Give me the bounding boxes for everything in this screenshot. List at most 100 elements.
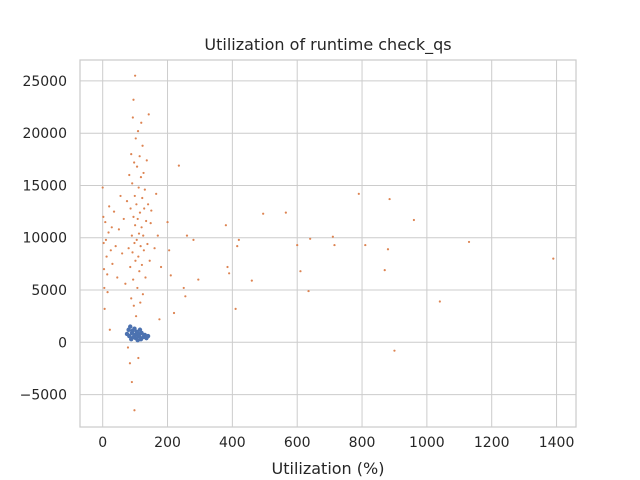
data-point <box>103 307 106 310</box>
data-point <box>116 276 119 279</box>
data-point <box>133 241 136 245</box>
data-point <box>357 192 360 195</box>
data-point <box>234 307 237 310</box>
x-axis-label: Utilization (%) <box>272 459 385 478</box>
data-point <box>139 176 143 179</box>
data-point <box>467 240 471 244</box>
data-point <box>114 245 117 248</box>
data-point <box>102 268 106 271</box>
data-point <box>383 269 386 272</box>
data-point <box>134 74 137 77</box>
data-point <box>130 153 133 156</box>
data-point <box>103 286 106 290</box>
grid <box>80 60 576 427</box>
data-point <box>136 286 139 290</box>
data-point <box>145 219 148 223</box>
data-point <box>117 228 121 231</box>
data-point <box>108 328 111 331</box>
data-point <box>299 270 302 273</box>
data-point <box>438 300 441 303</box>
data-point <box>141 144 144 147</box>
data-point <box>197 278 200 281</box>
data-point <box>128 173 131 177</box>
data-point <box>262 212 265 215</box>
data-point <box>125 200 129 203</box>
data-point <box>146 242 149 246</box>
data-point <box>182 286 185 290</box>
data-point <box>129 207 132 210</box>
y-tick-label: 15000 <box>22 178 67 194</box>
data-point <box>138 211 142 214</box>
data-point <box>137 186 140 189</box>
data-point <box>172 311 176 315</box>
x-tick-label: 1200 <box>474 435 510 451</box>
data-point <box>139 245 142 248</box>
data-point <box>102 215 105 218</box>
data-point <box>134 137 137 140</box>
data-point <box>124 282 127 285</box>
data-point <box>104 238 108 241</box>
data-point <box>145 159 148 162</box>
data-point <box>140 263 144 267</box>
data-point <box>144 276 147 279</box>
x-tick-label: 1400 <box>539 435 575 451</box>
y-tick-label: 20000 <box>22 126 67 142</box>
x-tick-label: 0 <box>98 435 107 451</box>
data-point <box>141 196 144 200</box>
data-point <box>386 248 390 251</box>
y-tick-label: 25000 <box>22 74 67 90</box>
data-point <box>104 220 107 224</box>
data-point <box>130 234 133 237</box>
data-point <box>552 257 555 260</box>
data-point <box>333 243 336 247</box>
data-point <box>136 129 140 133</box>
data-point <box>309 237 312 240</box>
data-point <box>128 362 132 365</box>
data-point <box>106 291 109 294</box>
data-point <box>137 232 141 235</box>
x-tick-label: 1000 <box>409 435 445 451</box>
data-point <box>236 245 239 248</box>
data-point <box>140 226 143 229</box>
plot-frame <box>79 59 577 428</box>
data-point <box>142 249 145 252</box>
data-point <box>130 297 133 300</box>
data-point <box>142 234 145 237</box>
data-point <box>127 333 132 339</box>
data-point <box>134 315 138 318</box>
data-point <box>153 247 156 250</box>
data-point <box>138 155 141 158</box>
data-point <box>129 265 132 269</box>
data-point <box>132 98 135 101</box>
y-tick-label: −5000 <box>20 388 67 404</box>
data-point <box>284 211 287 214</box>
data-point <box>109 249 112 252</box>
data-point <box>185 234 189 237</box>
data-point <box>101 186 104 189</box>
data-point <box>121 252 124 255</box>
data-point <box>307 289 310 293</box>
data-point <box>136 217 139 221</box>
data-point <box>177 164 180 167</box>
data-point <box>169 274 172 277</box>
data-point <box>135 203 138 206</box>
data-point <box>131 182 134 185</box>
data-point <box>226 265 229 269</box>
data-point <box>142 171 145 175</box>
data-point <box>128 324 133 329</box>
data-point <box>228 272 231 275</box>
data-point <box>105 255 108 258</box>
y-tick-label: 5000 <box>31 283 67 299</box>
data-point <box>132 304 135 307</box>
data-point <box>137 255 140 258</box>
data-point <box>250 279 253 282</box>
data-point <box>139 301 142 304</box>
data-point <box>131 116 134 119</box>
data-point <box>137 356 140 360</box>
x-tick-labels: 0 200 400 600 800 1000 1200 1400 <box>98 435 574 451</box>
data-point <box>148 259 151 262</box>
data-point <box>135 165 139 168</box>
data-point <box>108 205 111 208</box>
data-point <box>143 188 146 191</box>
